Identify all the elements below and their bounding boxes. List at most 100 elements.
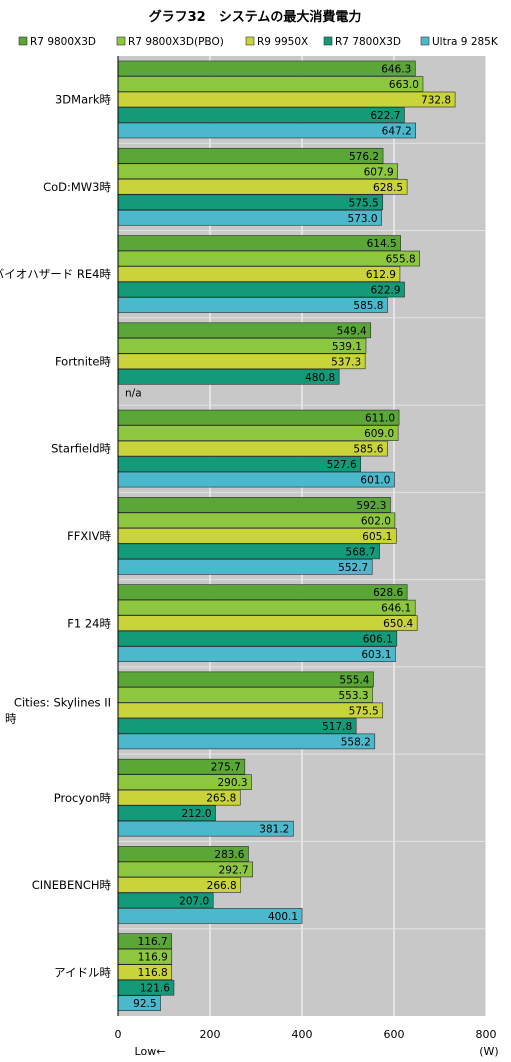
legend-swatch	[420, 36, 430, 46]
bars	[117, 60, 456, 1012]
bar-value-label: 628.5	[373, 182, 403, 194]
bar	[117, 297, 388, 313]
bar-value-label: 480.8	[305, 372, 335, 384]
bar-value-label: 92.5	[133, 998, 156, 1010]
bar	[117, 76, 424, 92]
bar-value-label: 575.5	[349, 197, 379, 209]
bar	[117, 687, 373, 703]
bar-value-label: 622.7	[370, 110, 400, 122]
bar-value-label: 573.0	[348, 213, 378, 225]
bar	[117, 615, 418, 631]
category-label: CINEBENCH時	[32, 878, 112, 892]
bar-value-label: 647.2	[382, 126, 412, 138]
bar-value-label: 552.7	[338, 562, 368, 574]
bar-value-label: 612.9	[366, 269, 396, 281]
bar-value-label: 650.4	[383, 618, 413, 630]
bar	[117, 409, 400, 426]
bar-value-label: 283.6	[214, 849, 244, 861]
bar	[117, 91, 456, 108]
bar-value-label: 605.1	[362, 531, 392, 543]
category-label: CoD:MW3時	[43, 180, 111, 194]
x-axis-ticks: 0 200 400 600 800	[115, 1028, 497, 1041]
legend-swatch	[18, 36, 28, 46]
bar-value-label: n/a	[125, 387, 142, 399]
category-label: Fortnite時	[55, 354, 112, 368]
bar	[117, 584, 408, 600]
bar-value-label: 646.3	[381, 64, 411, 76]
bar-value-label: 116.7	[138, 936, 168, 948]
legend-label: R7 7800X3D	[335, 36, 401, 48]
bar-value-label: 628.6	[373, 587, 403, 599]
bar	[117, 235, 401, 251]
bar	[117, 266, 401, 282]
bar-value-label: 609.0	[364, 428, 394, 440]
bar-value-label: 116.8	[138, 967, 168, 979]
bar-value-label: 646.1	[381, 603, 411, 615]
bar-value-label: 592.3	[356, 500, 386, 512]
bar	[117, 122, 417, 139]
bar-value-label: 116.9	[138, 952, 168, 964]
bar-value-label: 553.3	[338, 690, 368, 702]
bar	[117, 497, 391, 513]
bar-value-label: 568.7	[346, 546, 376, 558]
legend-label: R9 9950X	[257, 36, 308, 48]
legend-label: R7 9800X3D(PBO)	[128, 36, 224, 48]
x-tick-label: 0	[115, 1028, 122, 1041]
bar	[117, 209, 382, 226]
bar	[117, 194, 384, 211]
bar	[117, 250, 420, 267]
x-unit-label: (W)	[479, 1045, 498, 1058]
bar	[117, 353, 366, 370]
bar-value-label: 601.0	[360, 475, 390, 487]
category-label: 3DMark時	[55, 93, 112, 107]
bar	[117, 646, 396, 662]
legend-label: Ultra 9 285K	[432, 36, 499, 48]
x-tick-label: 800	[476, 1028, 497, 1041]
bar	[117, 338, 367, 354]
legend-label: R7 9800X3D	[30, 36, 96, 48]
bar-value-label: 611.0	[365, 413, 395, 425]
bar	[117, 512, 396, 529]
bar-value-label: 266.8	[207, 880, 237, 892]
category-label: Procyon時	[54, 791, 112, 805]
bar-value-label: 539.1	[332, 341, 362, 353]
bar-value-label: 527.6	[327, 459, 357, 471]
bar	[117, 178, 408, 195]
bar-value-label: 622.9	[370, 285, 400, 297]
bar-value-label: 558.2	[341, 736, 371, 748]
bar-value-label: 555.4	[339, 674, 369, 686]
bar	[117, 733, 376, 750]
bar-value-label: 265.8	[206, 793, 236, 805]
bar-value-label: 585.8	[353, 300, 383, 312]
bar-value-label: 400.1	[268, 911, 298, 923]
bar-value-label: 207.0	[179, 895, 209, 907]
category-label: バイオハザード RE4時	[0, 267, 111, 281]
bar	[117, 163, 398, 180]
bar	[117, 718, 357, 734]
category-label: アイドル時	[54, 965, 111, 979]
bar-value-label: 606.1	[363, 634, 393, 646]
x-tick-label: 600	[384, 1028, 405, 1041]
bar-value-label: 585.6	[353, 444, 383, 456]
x-tick-label: 200	[200, 1028, 221, 1041]
bar	[117, 702, 384, 719]
bar-value-label: 655.8	[386, 254, 416, 266]
bar	[117, 543, 380, 560]
category-label: FFXIV時	[67, 529, 111, 543]
chart-title: グラフ32 システムの最大消費電力	[149, 9, 362, 25]
bar	[117, 425, 399, 441]
bar-value-label: 576.2	[349, 151, 379, 163]
bar	[117, 456, 361, 472]
bar	[117, 671, 374, 688]
bar-value-label: 517.8	[322, 721, 352, 733]
x-tick-label: 400	[292, 1028, 313, 1041]
bar	[117, 528, 397, 544]
bar-value-label: 607.9	[364, 166, 394, 178]
bar-value-label: 290.3	[217, 777, 247, 789]
bar-value-label: 121.6	[140, 983, 170, 995]
direction-note: Low←	[135, 1045, 166, 1058]
bar-value-label: 614.5	[367, 238, 397, 250]
legend-swatch	[116, 36, 126, 46]
